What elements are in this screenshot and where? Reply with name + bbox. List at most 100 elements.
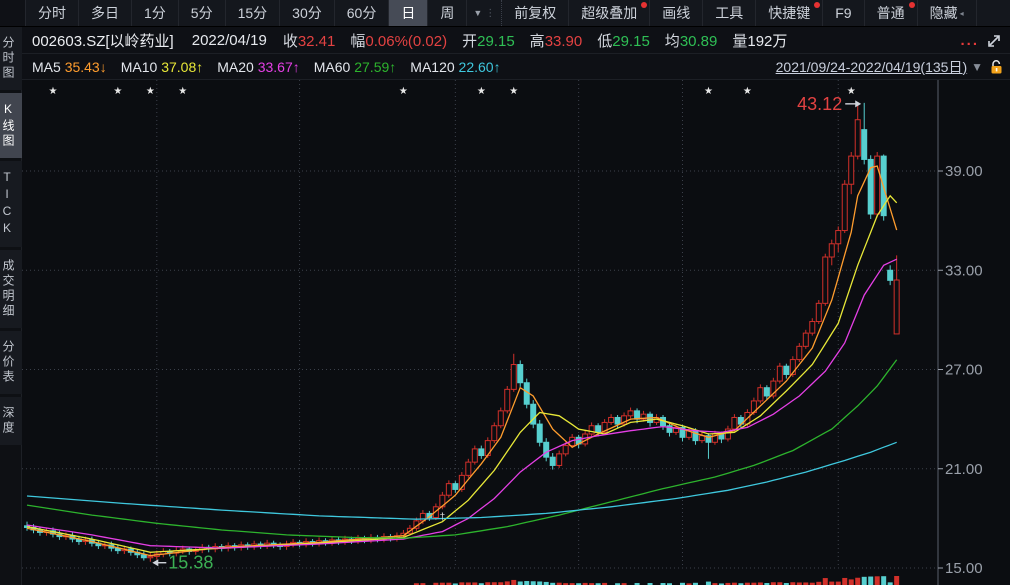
- event-star-icon: ★: [48, 86, 57, 97]
- tab-label: 15分: [237, 5, 268, 21]
- tab-label: 60分: [346, 5, 377, 21]
- sidebar-tab-分时图[interactable]: 分时图: [0, 27, 22, 90]
- tab-label: 前复权: [514, 5, 557, 21]
- expand-window-icon[interactable]: [987, 33, 1002, 48]
- period-tab-多日[interactable]: 多日: [79, 0, 132, 26]
- price-axis-labels: 39.00 33.00 27.00 21.00 15.00: [938, 163, 983, 577]
- tab-label: 日: [401, 5, 416, 21]
- event-markers: ★ ★ ★ ★ ★ ★ ★ ★ ★ ★: [48, 86, 855, 97]
- toolbar-corner-cell: [0, 0, 26, 26]
- tab-label: 分时: [38, 5, 66, 21]
- event-star-icon: ★: [847, 86, 856, 97]
- tab-label: 多日: [91, 5, 119, 21]
- quote-field-均: 均30.89: [664, 32, 718, 50]
- ma-legend-MA20: MA20 33.67↑: [217, 58, 300, 75]
- event-star-icon: ★: [477, 86, 486, 97]
- tool-tab-快捷键[interactable]: 快捷键: [756, 0, 824, 26]
- event-star-icon: ★: [178, 86, 187, 97]
- high-price-label: 43.12: [797, 94, 842, 114]
- tool-tab-超级叠加[interactable]: 超级叠加: [569, 0, 651, 26]
- tool-tab-画线[interactable]: 画线: [650, 0, 704, 26]
- event-star-icon: ★: [399, 86, 408, 97]
- price-tick-label: 33.00: [945, 262, 983, 279]
- sidebar-tab-K线图[interactable]: K线图: [0, 93, 22, 158]
- sidebar-tab-成交明细[interactable]: 成交明细: [0, 250, 22, 328]
- quote-field-量: 量192万: [732, 32, 788, 50]
- date-range-selector[interactable]: 2021/09/24-2022/04/19(135日): [775, 58, 968, 75]
- notification-dot-icon: [641, 2, 648, 8]
- tab-label: 工具: [715, 5, 744, 21]
- sidebar-tab-深度[interactable]: 深度: [0, 397, 22, 445]
- chevron-down-icon[interactable]: ▼: [971, 59, 983, 74]
- price-tick-label: 39.00: [945, 163, 983, 180]
- tab-label: 30分: [292, 5, 322, 21]
- period-tab-1分[interactable]: 1分: [132, 0, 179, 26]
- tab-label: 画线: [662, 5, 691, 21]
- tab-label: 周: [440, 5, 455, 21]
- price-tick-label: 27.00: [945, 362, 983, 379]
- tab-label: 普通: [876, 5, 905, 21]
- tab-label: 隐藏: [929, 5, 958, 21]
- notification-dot-icon: [908, 2, 915, 8]
- event-star-icon: ★: [509, 86, 518, 97]
- lock-icon[interactable]: [989, 59, 1004, 75]
- period-tab-30分[interactable]: 30分: [280, 0, 335, 26]
- quote-fields: 收32.41 幅0.06%(0.02) 开29.15 高33.90 低29.15 均30.…: [283, 30, 803, 51]
- period-tab-5分[interactable]: 5分: [179, 0, 226, 26]
- left-view-sidebar: 分时图 K线图 TICK 成交明细分价表深度: [0, 27, 22, 585]
- price-tick-label: 21.00: [945, 461, 983, 478]
- collapse-arrow-icon: ◂: [959, 8, 964, 18]
- tool-tab-前复权[interactable]: 前复权: [502, 0, 570, 26]
- period-more-dropdown[interactable]: ▼ ⋮: [467, 0, 503, 26]
- volume-strip: [413, 576, 900, 585]
- tab-label: 1分: [144, 5, 166, 21]
- ma-legend-MA5: MA5 35.43↓: [32, 58, 107, 75]
- ma-line-MA120: [26, 441, 897, 520]
- tab-label: 快捷键: [768, 5, 811, 21]
- quote-date: 2022/04/19: [191, 31, 267, 49]
- tool-tab-工具[interactable]: 工具: [703, 0, 757, 26]
- quote-field-收: 收32.41: [282, 32, 336, 50]
- ma-legend-MA10: MA10 37.08↑: [120, 58, 204, 75]
- tool-tab-隐藏[interactable]: 隐藏 ◂: [918, 0, 977, 26]
- drag-dots-icon: ⋮: [485, 7, 496, 19]
- tool-tab-group: 前复权 超级叠加 画线 工具 快捷键 F9 普通 隐藏 ◂: [502, 0, 977, 26]
- chevron-down-icon: ▼: [473, 8, 483, 18]
- high-arrowhead-icon: [855, 100, 862, 108]
- ma-legend-MA60: MA60 27.59↑: [313, 58, 397, 75]
- period-tab-group: 分时 多日 1分 5分 15分 30分 60分 日 周: [26, 0, 468, 26]
- stock-symbol: 002603.SZ[以岭药业]: [32, 32, 174, 50]
- tab-label: 5分: [190, 5, 213, 21]
- period-tab-60分[interactable]: 60分: [335, 0, 390, 26]
- tool-tab-F9[interactable]: F9: [823, 0, 865, 26]
- top-toolbar: 分时 多日 1分 5分 15分 30分 60分 日 周 ▼ ⋮ 前复权 超级叠加 画线 工具 快捷键 F9…: [0, 0, 1010, 27]
- grid-lines: [22, 80, 938, 569]
- event-star-icon: ★: [146, 86, 155, 97]
- tab-label: F9: [835, 5, 852, 21]
- ma-legend-bar: MA5 35.43↓ MA10 37.08↑ MA20 33.67↑ MA60 27.…: [22, 54, 1010, 80]
- ma-legend-items: MA5 35.43↓ MA10 37.08↑ MA20 33.67↑ MA60 27.…: [32, 59, 515, 75]
- quote-field-低: 低29.15: [597, 32, 650, 50]
- sidebar-tab-TICK[interactable]: TICK: [0, 161, 22, 247]
- period-tab-分时[interactable]: 分时: [26, 0, 79, 26]
- quote-field-幅: 幅0.06%(0.02): [350, 32, 448, 50]
- quote-field-开: 开29.15: [462, 32, 515, 50]
- period-tab-15分[interactable]: 15分: [226, 0, 281, 26]
- kline-chart[interactable]: ★ ★ ★ ★ ★ ★ ★ ★ ★ ★ † 43.12 15.38 39.00 33.00 27.00 21.0…: [22, 80, 1010, 585]
- ma-line-MA60: [26, 359, 898, 539]
- ma-line-MA10: [26, 194, 898, 553]
- price-tick-label: 15.00: [945, 560, 983, 577]
- dagger-marker-icon: †: [440, 512, 446, 523]
- ma-line-MA5: [26, 165, 898, 557]
- low-arrowhead-icon: [152, 559, 159, 567]
- sidebar-tab-分价表[interactable]: 分价表: [0, 331, 22, 394]
- tool-tab-普通[interactable]: 普通: [865, 0, 918, 26]
- candles: [24, 102, 900, 562]
- ma-legend-MA120: MA120 22.60↑: [410, 58, 501, 75]
- period-tab-周[interactable]: 周: [428, 0, 468, 26]
- more-ellipsis[interactable]: ...: [960, 31, 979, 49]
- period-tab-日[interactable]: 日: [389, 0, 429, 26]
- quote-field-高: 高33.90: [529, 32, 583, 50]
- event-star-icon: ★: [113, 86, 122, 97]
